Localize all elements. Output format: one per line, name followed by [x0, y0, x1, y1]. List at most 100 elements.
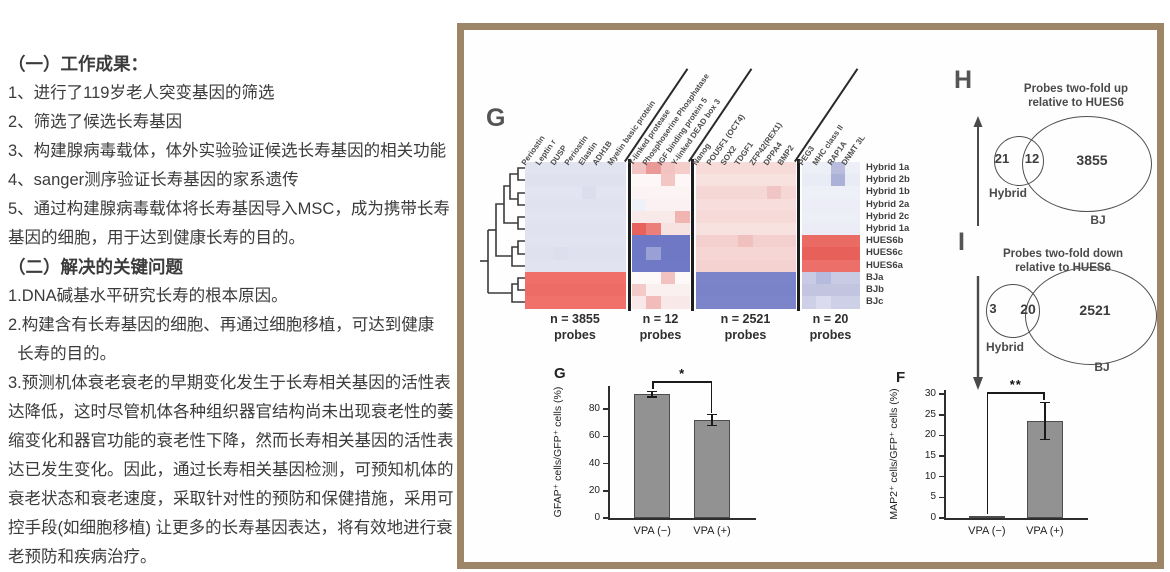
heatmap-cell: [710, 162, 725, 175]
heatmap-cell: [596, 271, 612, 285]
heatmap-cell: [582, 296, 598, 309]
heatmap-cell: [724, 235, 740, 248]
heatmap-separator: [627, 159, 631, 312]
heatmap-cell: [632, 198, 647, 212]
sig-bracket: [652, 381, 712, 383]
heatmap-row-label: BJb: [866, 284, 884, 295]
heatmap-cell: [724, 271, 740, 285]
heatmap-cell: [816, 186, 832, 200]
heatmap-cell: [724, 223, 740, 236]
y-tick-label: 25: [924, 408, 936, 420]
heatmap-cell: [724, 259, 740, 273]
y-tick: [939, 414, 944, 416]
heatmap-cell: [646, 247, 662, 261]
heatmap-cell: [525, 210, 540, 224]
heatmap-cell: [738, 235, 754, 248]
sig-bracket-left: [986, 392, 989, 514]
heatmap-cell: [780, 271, 796, 285]
heatmap-cell: [646, 259, 662, 273]
heatmap-cell: [816, 162, 832, 175]
heatmap-n-label: n = 2521 probes: [701, 312, 791, 343]
heatmap-cell: [567, 259, 583, 273]
heatmap-cell: [525, 271, 540, 285]
n-probes-word: probes: [639, 328, 682, 343]
heatmap-cell: [610, 284, 626, 297]
heatmap-cell: [674, 296, 690, 309]
y-tick-label: 0: [930, 512, 936, 523]
y-tick-label: 80: [588, 403, 600, 415]
heatmap-cell: [567, 247, 583, 261]
heatmap-cell: [844, 174, 860, 187]
heatmap-cell: [766, 198, 782, 212]
heatmap-cell: [724, 210, 740, 224]
heatmap-cell: [539, 284, 555, 297]
section2-item-2: 2.构建含有长寿基因的细胞、再通过细胞移植，可达到健康 长寿的目的。: [8, 316, 435, 363]
y-tick: [603, 408, 608, 410]
heatmap-cell: [780, 174, 796, 187]
heatmap-cell: [816, 210, 832, 224]
heatmap-cell: [582, 210, 598, 224]
heatmap-cell: [567, 186, 583, 200]
heatmap-panel-4: [802, 162, 860, 309]
heatmap-cell: [710, 235, 725, 248]
heatmap-cell: [539, 210, 555, 224]
heatmap-cell: [710, 186, 725, 200]
heatmap-cell: [696, 198, 711, 212]
heatmap-cell: [766, 186, 782, 200]
venn-down-hybrid-circle: [986, 284, 1040, 338]
heatmap-cell: [674, 284, 690, 297]
bar-chart-map2: F MAP2⁺ cells/GFP⁺ cells (%) 0 5 10 15 20 25 30 V…: [872, 362, 1104, 562]
n-probes-word: probes: [554, 328, 596, 343]
heatmap-cell: [660, 198, 676, 212]
up-arrow-icon: [973, 116, 983, 226]
heatmap-cell: [582, 174, 598, 187]
heatmap-cell: [660, 186, 676, 200]
heatmap-cell: [724, 162, 740, 175]
heatmap-cell: [553, 271, 569, 285]
venn-up-right-count: 3855: [1076, 152, 1108, 168]
heatmap-cell: [752, 174, 768, 187]
report-text-block: （一）工作成果： 1、进行了119岁老人突变基因的筛选 2、筛选了候选长寿基因 …: [8, 50, 460, 572]
heatmap-separator: [797, 159, 800, 312]
heatmap-cell: [766, 284, 782, 297]
bar: [968, 515, 1005, 518]
heatmap-cell: [752, 186, 768, 200]
heatmap-cell: [525, 223, 540, 236]
heatmap-row-label: Hybrid 2c: [866, 210, 910, 222]
heatmap-cell: [632, 186, 647, 200]
down-arrow-icon: [973, 276, 983, 390]
heatmap-cell: [674, 198, 690, 212]
n-probes-word: probes: [724, 328, 767, 343]
heatmap-cell: [525, 198, 540, 212]
heatmap-cell: [553, 247, 569, 261]
y-tick: [603, 490, 608, 492]
heatmap-cell: [646, 296, 662, 309]
heatmap-panel-3: [696, 162, 796, 309]
heatmap-cell: [752, 198, 768, 212]
heatmap-cell: [660, 284, 676, 297]
heatmap-cell: [830, 174, 846, 187]
heatmap-cell: [710, 259, 725, 273]
x-category-label: VPA (−): [968, 525, 1006, 537]
section2-item-3: 3.预测机体衰老衰老的早期变化发生于长寿相关基因的活性表 达降低，这时尽管机体各…: [8, 374, 454, 566]
heatmap-figure: Periostin Leptin r DUSP Periostin Elastin ADH…: [464, 30, 1157, 561]
heatmap-cell: [802, 247, 817, 261]
heatmap-row-label: HUES6b: [866, 235, 904, 247]
y-tick-label: 40: [588, 457, 600, 469]
heatmap-cell: [710, 174, 725, 187]
heatmap-cell: [816, 271, 832, 285]
x-axis: [608, 518, 756, 520]
n-count: n = 3855: [550, 312, 600, 327]
heatmap-separator: [691, 159, 694, 312]
heatmap-cell: [830, 284, 846, 297]
heatmap-cell: [738, 296, 754, 309]
significance-stars: **: [1009, 377, 1022, 393]
heatmap-cell: [525, 162, 540, 175]
heatmap-cell: [596, 186, 612, 200]
section1-item-3: 3、构建腺病毒载体，体外实验验证候选长寿基因的相关功能: [8, 142, 447, 160]
heatmap-cell: [766, 174, 782, 187]
heatmap-panel-2: [632, 162, 690, 309]
heatmap-cell: [539, 223, 555, 236]
heatmap-cell: [632, 174, 647, 187]
heatmap-cell: [610, 259, 626, 273]
